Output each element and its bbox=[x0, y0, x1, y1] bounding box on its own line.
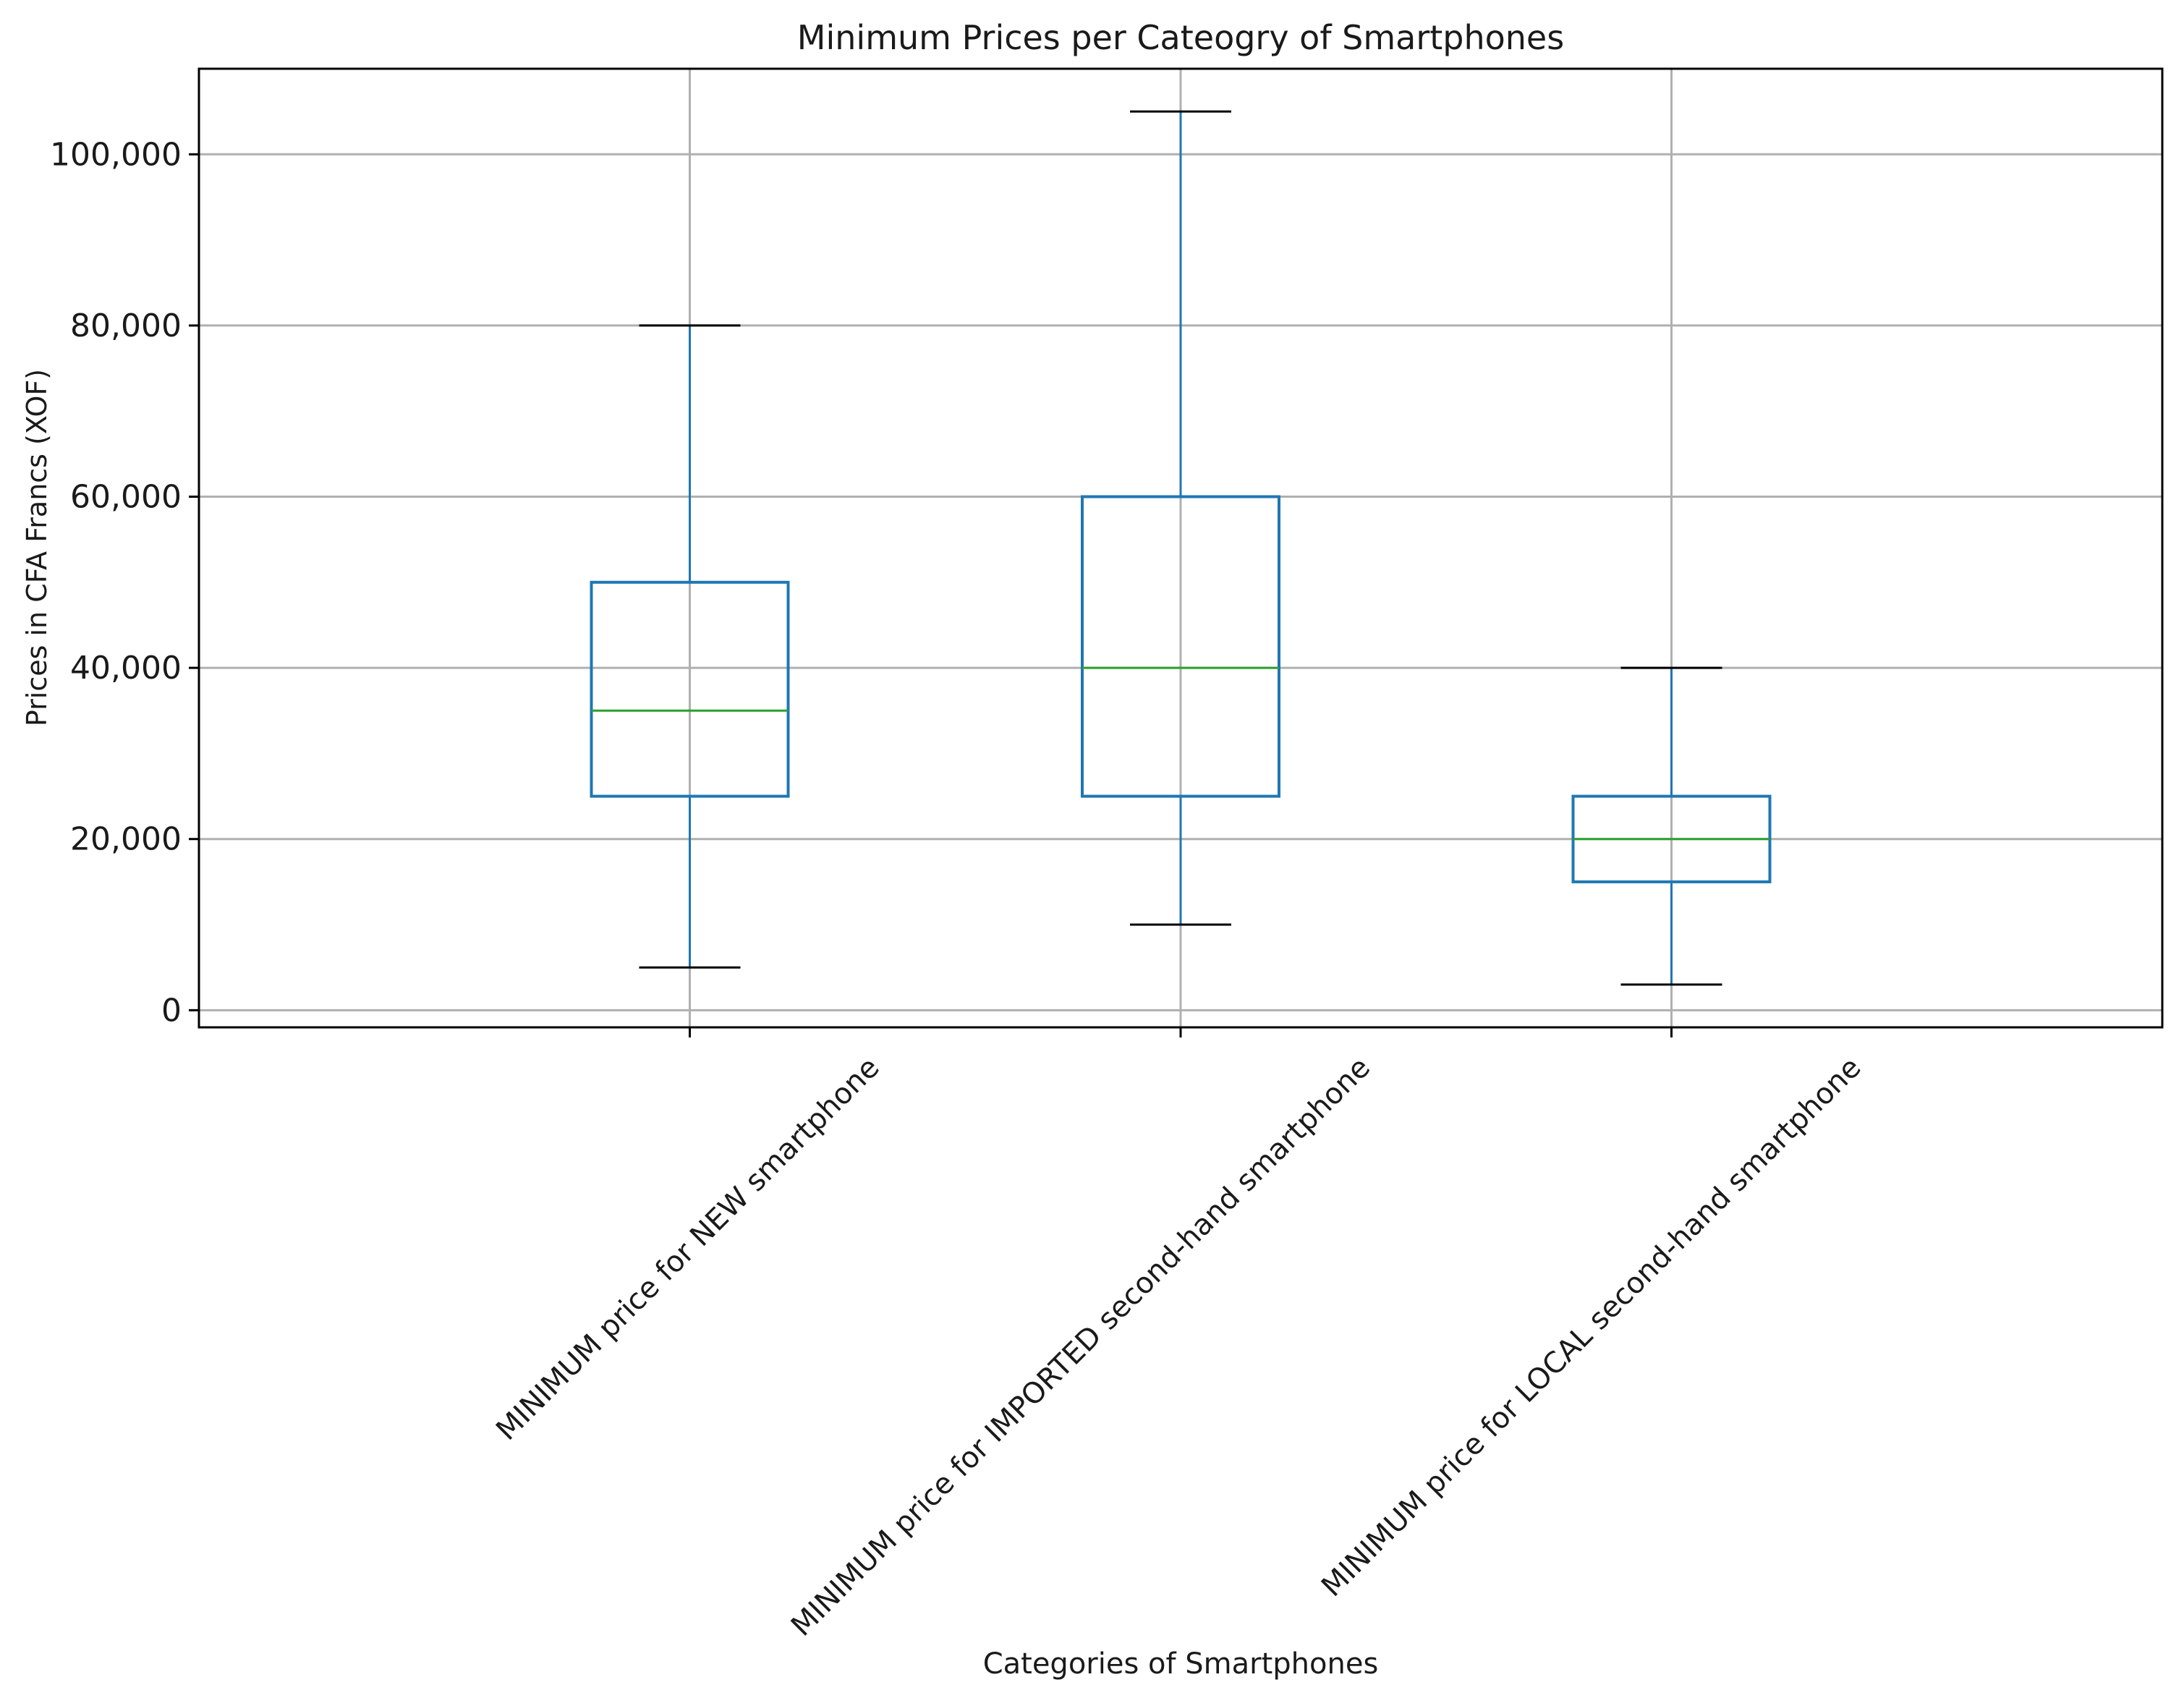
box-plot-group bbox=[590, 324, 790, 969]
box-plot-group bbox=[1081, 110, 1280, 926]
iqr-box bbox=[590, 580, 790, 798]
x-axis-label: Categories of Smartphones bbox=[983, 1647, 1379, 1681]
y-tick-label: 80,000 bbox=[70, 307, 182, 344]
x-tick-label: MINIMUM price for NEW smartphone bbox=[490, 1051, 885, 1447]
box-plot-group bbox=[1571, 666, 1772, 986]
boxes bbox=[590, 110, 1772, 986]
y-tick-label: 20,000 bbox=[70, 821, 182, 858]
x-tick-label: MINIMUM price for LOCAL second-hand smar… bbox=[1315, 1051, 1867, 1603]
axis-ticks: 0 20,000 40,000 60,000 80,000 100,000 MINIMUM … bbox=[50, 136, 1868, 1642]
y-tick-label: 100,000 bbox=[50, 136, 182, 173]
chart-title: Minimum Prices per Cateogry of Smartphon… bbox=[797, 18, 1564, 57]
iqr-box bbox=[1081, 495, 1280, 798]
y-tick-label: 60,000 bbox=[70, 479, 182, 516]
y-tick-label: 40,000 bbox=[70, 650, 182, 687]
y-tick-label: 0 bbox=[161, 992, 182, 1029]
y-axis-label: Prices in CFA Francs (XOF) bbox=[21, 369, 53, 726]
x-tick-label: MINIMUM price for IMPORTED second-hand s… bbox=[785, 1051, 1377, 1643]
